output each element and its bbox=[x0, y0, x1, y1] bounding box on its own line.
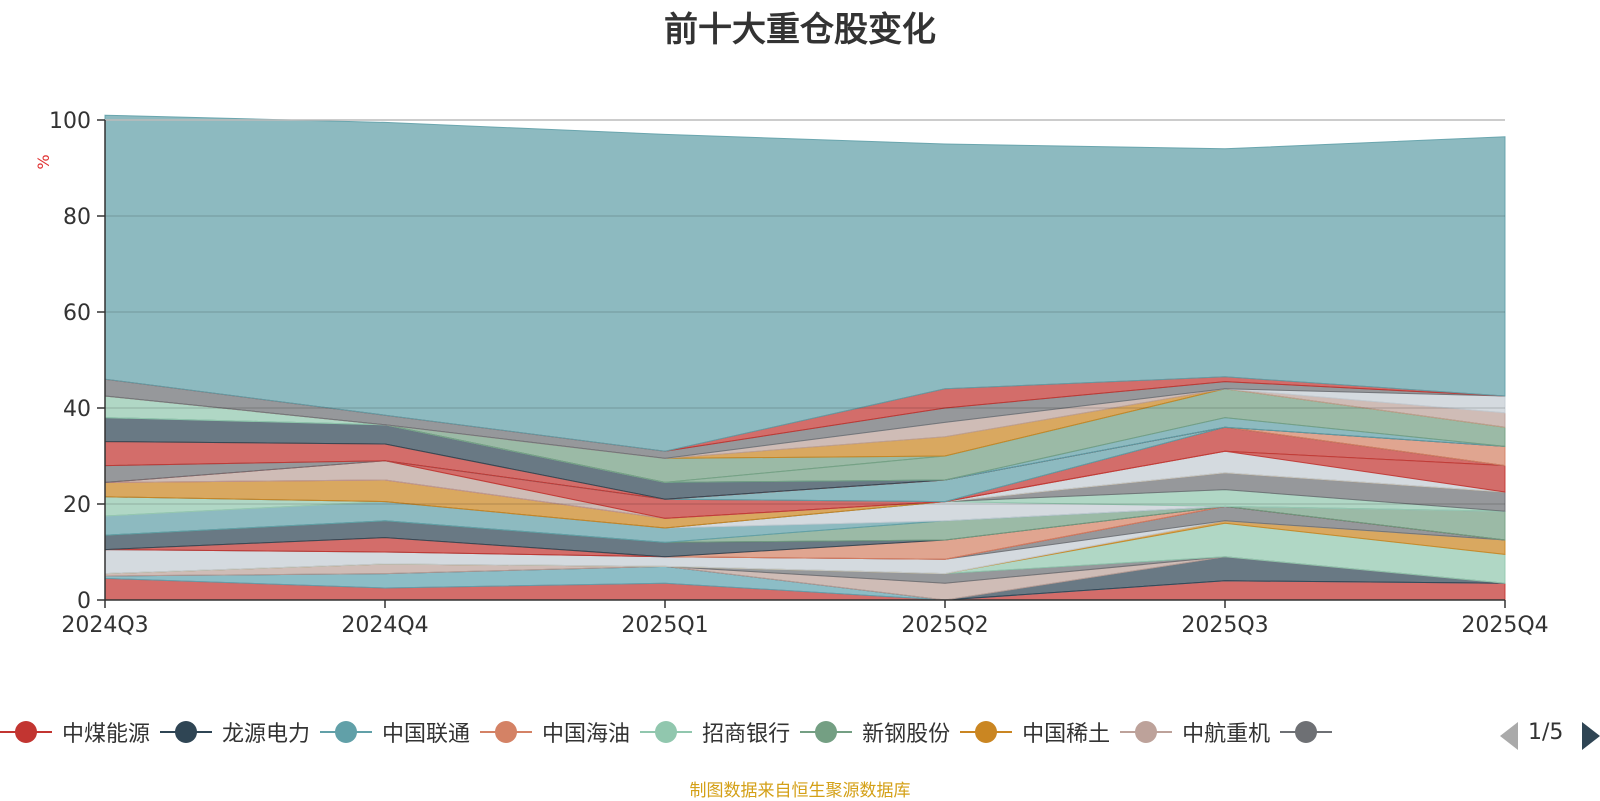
data-source-note: 制图数据来自恒生聚源数据库 bbox=[689, 781, 911, 801]
legend-prev-button[interactable] bbox=[1500, 722, 1518, 750]
legend-label: 中国联通 bbox=[382, 722, 471, 747]
legend-dot-icon bbox=[1295, 721, 1318, 743]
x-tick-label: 2025Q3 bbox=[1181, 613, 1268, 638]
y-tick-label: 0 bbox=[77, 589, 91, 614]
y-tick-label: 100 bbox=[49, 109, 91, 134]
legend-item[interactable]: 中国联通 bbox=[320, 716, 470, 748]
legend-item[interactable]: 中国海油 bbox=[480, 716, 630, 748]
legend-marker bbox=[320, 721, 373, 743]
legend-marker bbox=[640, 721, 693, 743]
legend-marker bbox=[1120, 721, 1173, 743]
legend-label: 龙源电力 bbox=[222, 722, 311, 747]
legend-marker bbox=[1280, 721, 1333, 743]
legend-next-button[interactable] bbox=[1582, 722, 1600, 750]
legend-item[interactable]: 中煤能源 bbox=[0, 716, 150, 748]
x-tick-label: 2024Q4 bbox=[341, 613, 428, 638]
legend[interactable]: 中煤能源 龙源电力 中国联通 中国海油 招商银行 新钢股份 中国稀土 中航重机 bbox=[0, 716, 1480, 752]
legend-label: 新钢股份 bbox=[862, 722, 951, 747]
legend-item[interactable]: 新钢股份 bbox=[800, 716, 950, 748]
legend-label: 招商银行 bbox=[702, 722, 791, 747]
y-tick-label: 20 bbox=[63, 493, 91, 518]
legend-item[interactable]: 招商银行 bbox=[640, 716, 790, 748]
legend-dot-icon bbox=[15, 721, 37, 743]
legend-marker bbox=[960, 721, 1013, 743]
x-tick-label: 2024Q3 bbox=[61, 613, 148, 638]
legend-dot-icon bbox=[175, 721, 198, 743]
legend-marker bbox=[0, 721, 52, 743]
y-tick-label: 80 bbox=[63, 205, 91, 230]
legend-item[interactable] bbox=[1280, 721, 1342, 743]
legend-item[interactable]: 中航重机 bbox=[1120, 716, 1270, 748]
legend-dot-icon bbox=[815, 721, 838, 743]
legend-dot-icon bbox=[975, 721, 998, 743]
y-axis-label: % bbox=[34, 154, 53, 169]
x-tick-label: 2025Q2 bbox=[901, 613, 988, 638]
legend-dot-icon bbox=[495, 721, 518, 743]
legend-dot-icon bbox=[1135, 721, 1158, 743]
stacked-area-chart: 0 20 40 60 80 100 2024Q3 2024Q4 2025Q1 2025Q2 2025… bbox=[34, 109, 1549, 638]
legend-dot-icon bbox=[655, 721, 678, 743]
legend-pager: 1/5 bbox=[1500, 720, 1600, 756]
legend-marker bbox=[160, 721, 213, 743]
chart-title: 前十大重仓股变化 bbox=[664, 10, 936, 50]
legend-item[interactable]: 龙源电力 bbox=[160, 716, 310, 748]
x-tick-label: 2025Q4 bbox=[1461, 613, 1548, 638]
legend-label: 中航重机 bbox=[1182, 722, 1271, 747]
legend-item[interactable]: 中国稀土 bbox=[960, 716, 1110, 748]
legend-marker bbox=[800, 721, 853, 743]
legend-marker bbox=[480, 721, 533, 743]
x-tick-label: 2025Q1 bbox=[621, 613, 708, 638]
legend-page-indicator: 1/5 bbox=[1528, 720, 1564, 745]
legend-label: 中煤能源 bbox=[62, 722, 151, 747]
y-tick-label: 40 bbox=[63, 397, 91, 422]
legend-dot-icon bbox=[335, 721, 358, 743]
area-series-36 bbox=[104, 114, 1506, 452]
legend-label: 中国海油 bbox=[542, 722, 631, 747]
legend-label: 中国稀土 bbox=[1022, 722, 1111, 747]
y-tick-label: 60 bbox=[63, 301, 91, 326]
